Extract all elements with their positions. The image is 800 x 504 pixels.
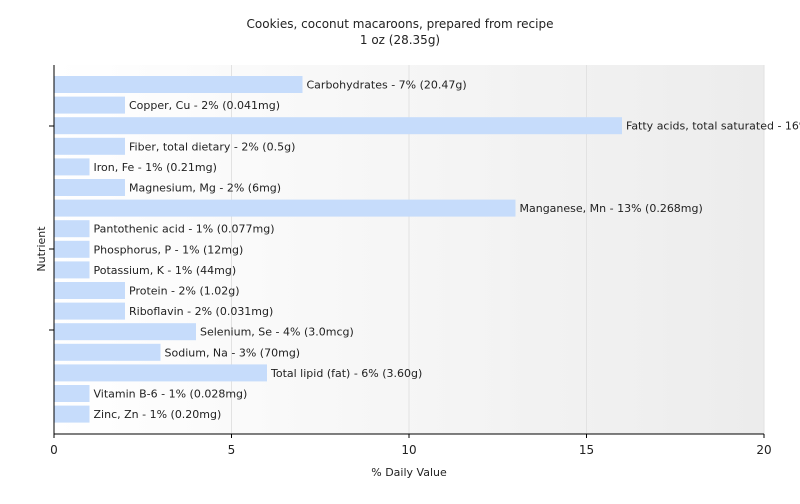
bar <box>54 76 303 93</box>
bar-label: Fatty acids, total saturated - 16% (3.18… <box>626 120 800 133</box>
bar <box>54 302 125 320</box>
bar-label: Zinc, Zn - 1% (0.20mg) <box>94 408 222 421</box>
bar-label: Riboflavin - 2% (0.031mg) <box>129 305 273 318</box>
bar-label: Pantothenic acid - 1% (0.077mg) <box>94 223 275 236</box>
x-tick-label: 15 <box>579 443 594 457</box>
bar-label: Vitamin B-6 - 1% (0.028mg) <box>94 388 248 401</box>
chart-title: Cookies, coconut macaroons, prepared fro… <box>247 17 554 31</box>
bar-label: Sodium, Na - 3% (70mg) <box>165 346 301 359</box>
x-tick-label: 0 <box>50 443 58 457</box>
bar-label: Protein - 2% (1.02g) <box>129 285 240 298</box>
bar <box>54 199 516 217</box>
x-tick-label: 5 <box>228 443 236 457</box>
bar <box>54 179 125 196</box>
x-axis-ticks: 0 5 10 15 20 <box>50 434 772 457</box>
bar <box>54 282 125 299</box>
bar <box>54 137 125 155</box>
bar <box>54 158 90 176</box>
bar-label: Magnesium, Mg - 2% (6mg) <box>129 182 281 195</box>
bar <box>54 343 161 361</box>
bar-label: Manganese, Mn - 13% (0.268mg) <box>520 202 703 215</box>
bar <box>54 261 90 279</box>
y-axis-label: Nutrient <box>35 226 48 272</box>
bar <box>54 385 90 402</box>
bar-label: Selenium, Se - 4% (3.0mcg) <box>200 326 354 339</box>
bar-label: Fiber, total dietary - 2% (0.5g) <box>129 140 295 153</box>
bar <box>54 364 267 382</box>
bar <box>54 220 90 238</box>
bar-label: Carbohydrates - 7% (20.47g) <box>307 79 467 92</box>
bar-label: Iron, Fe - 1% (0.21mg) <box>94 161 217 174</box>
bars: Carbohydrates - 7% (20.47g) Copper, Cu - … <box>54 76 800 423</box>
bar <box>54 240 90 258</box>
x-tick-label: 20 <box>756 443 771 457</box>
bar <box>54 323 196 341</box>
bar <box>54 96 125 114</box>
bar <box>54 405 90 423</box>
bar <box>54 117 622 135</box>
bar-label: Total lipid (fat) - 6% (3.60g) <box>270 367 422 380</box>
chart-subtitle: 1 oz (28.35g) <box>360 33 440 47</box>
x-axis-label: % Daily Value <box>371 466 447 479</box>
bar-label: Phosphorus, P - 1% (12mg) <box>94 243 244 256</box>
bar-label: Copper, Cu - 2% (0.041mg) <box>129 99 280 112</box>
bar-label: Potassium, K - 1% (44mg) <box>94 264 237 277</box>
x-tick-label: 10 <box>401 443 416 457</box>
